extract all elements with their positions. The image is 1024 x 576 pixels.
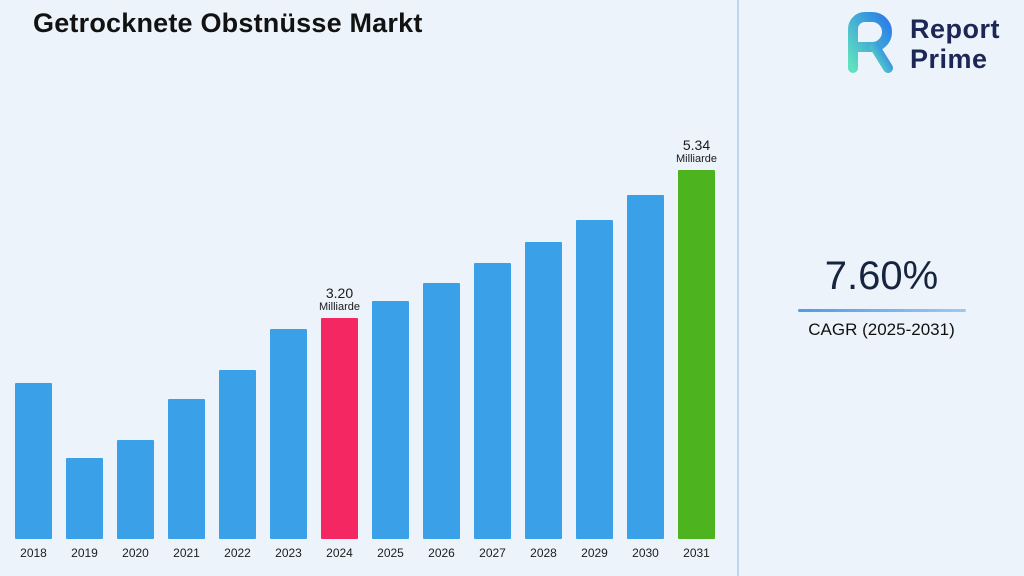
x-axis-label-2019: 2019 [71,546,98,560]
x-axis-label-2028: 2028 [530,546,557,560]
bar-column-2031: 5.34 Milliarde 2031 [676,137,717,560]
bar-2028 [525,242,562,539]
x-axis-label-2029: 2029 [581,546,608,560]
bar-chart: 2018 2019 2020 2021 2022 2023 3.20 Milliarde 202… [15,137,717,560]
annotation-unit-2031: Milliarde [676,153,717,165]
x-axis-label-2025: 2025 [377,546,404,560]
bar-2024 [321,318,358,539]
cagr-value: 7.60% [824,254,939,298]
bar-2031 [678,170,715,539]
bar-2027 [474,263,511,539]
bar-column-2029: 2029 [576,220,613,560]
x-axis-label-2030: 2030 [632,546,659,560]
x-axis-label-2022: 2022 [224,546,251,560]
bar-2018 [15,383,52,539]
bar-column-2021: 2021 [168,399,205,560]
bar-column-2028: 2028 [525,242,562,560]
bar-2025 [372,301,409,539]
cagr-underline [797,309,966,312]
x-axis-label-2023: 2023 [275,546,302,560]
bar-2026 [423,283,460,539]
page-title: Getrocknete Obstnüsse Markt [33,8,423,38]
annotation-value-2031: 5.34 [682,137,711,153]
x-axis-label-2024: 2024 [326,546,353,560]
x-axis-label-2020: 2020 [122,546,149,560]
bar-column-2020: 2020 [117,440,154,560]
annotation-value-2024: 3.20 [325,285,354,301]
logo-text-line1: Report [910,14,1000,44]
logo-text-line2: Prime [910,44,988,74]
bar-column-2030: 2030 [627,195,664,560]
cagr-panel: 7.60% CAGR (2025-2031) [739,254,1024,340]
bar-2020 [117,440,154,539]
x-axis-label-2018: 2018 [20,546,47,560]
bar-column-2022: 2022 [219,370,256,560]
vertical-divider [737,0,739,576]
bar-column-2027: 2027 [474,263,511,560]
annotation-unit-2024: Milliarde [319,301,360,313]
x-axis-label-2026: 2026 [428,546,455,560]
bar-column-2026: 2026 [423,283,460,560]
report-prime-logo: Report Prime [838,12,1000,76]
bar-column-2023: 2023 [270,329,307,560]
bar-2030 [627,195,664,539]
bar-column-2019: 2019 [66,458,103,560]
bar-annotation-2031: 5.34 Milliarde [676,137,717,165]
x-axis-label-2021: 2021 [173,546,200,560]
bar-2022 [219,370,256,539]
bar-2029 [576,220,613,539]
bar-column-2024: 3.20 Milliarde 2024 [319,285,360,560]
x-axis-label-2027: 2027 [479,546,506,560]
bar-2021 [168,399,205,539]
bar-column-2025: 2025 [372,301,409,560]
report-prime-logo-icon [838,12,902,76]
bar-2023 [270,329,307,539]
bar-annotation-2024: 3.20 Milliarde [319,285,360,313]
cagr-label: CAGR (2025-2031) [808,320,955,339]
bar-2019 [66,458,103,539]
bar-column-2018: 2018 [15,383,52,560]
x-axis-label-2031: 2031 [683,546,710,560]
logo-text: Report Prime [910,14,1000,74]
